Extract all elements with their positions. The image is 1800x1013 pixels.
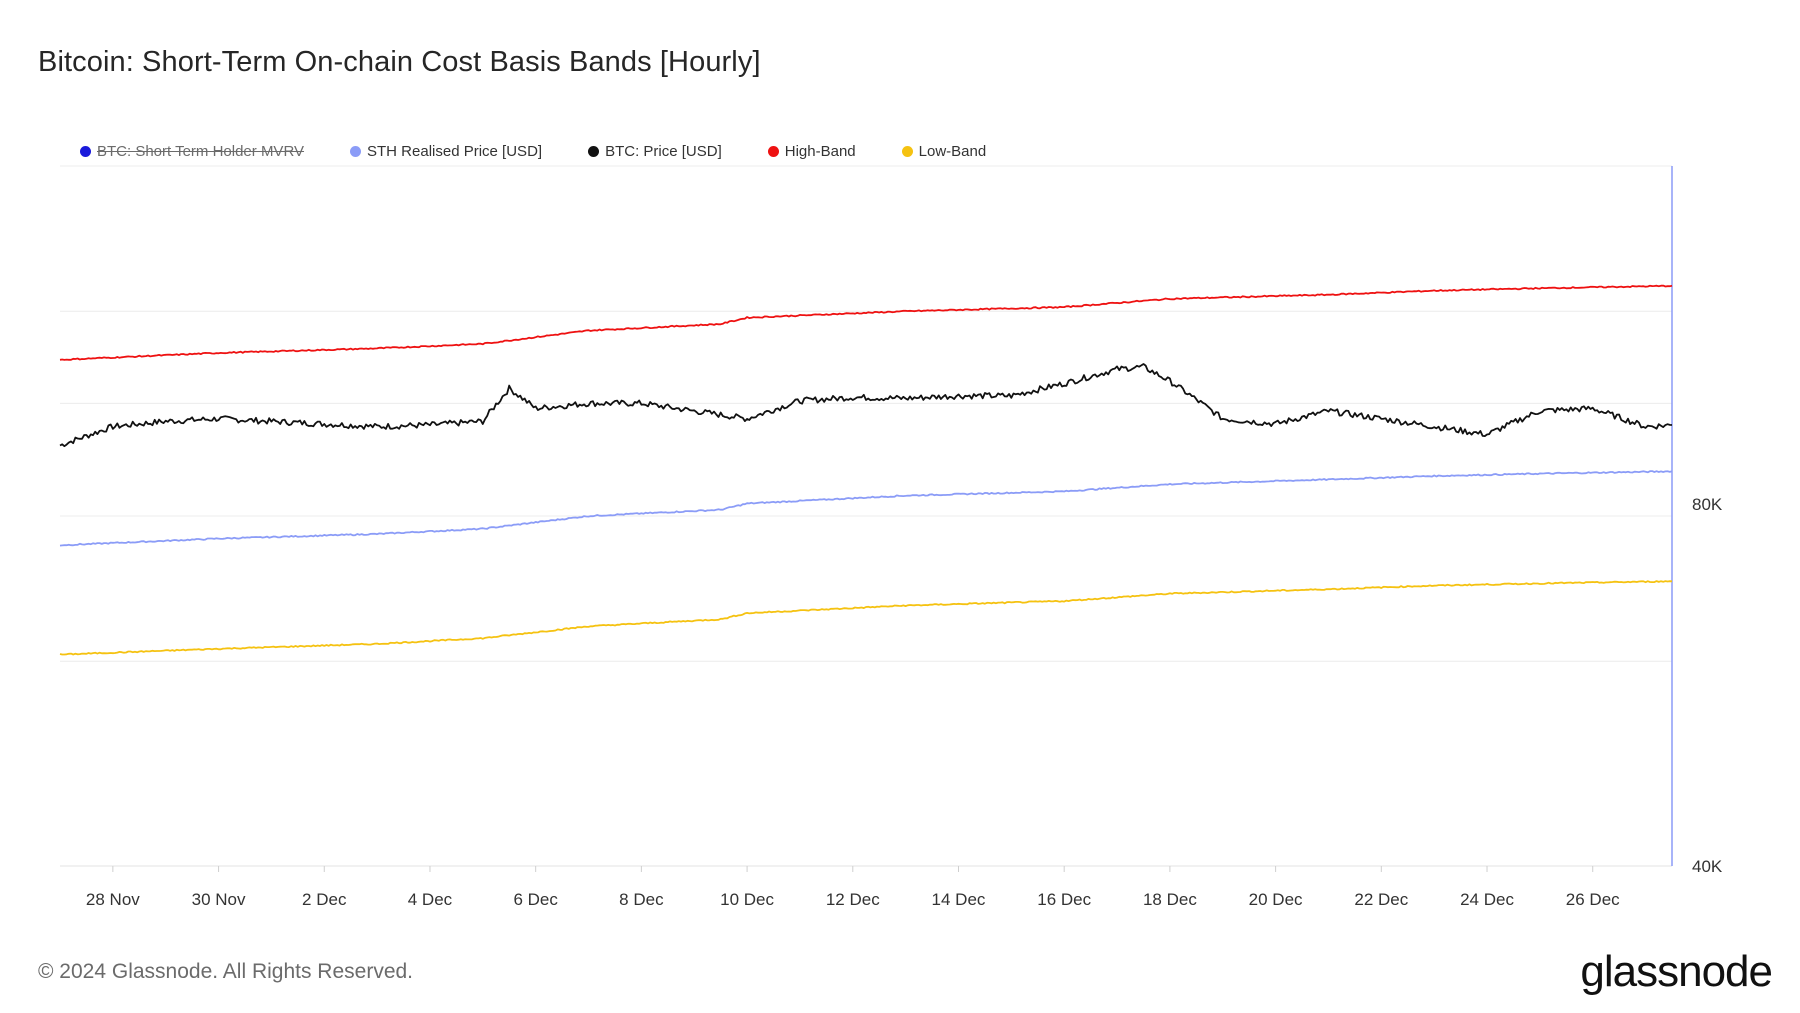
low-band-line (59, 580, 1673, 656)
chart-title: Bitcoin: Short-Term On-chain Cost Basis … (38, 46, 761, 78)
y-tick-label: 80K (1692, 495, 1723, 514)
x-tick-label: 8 Dec (619, 890, 664, 909)
legend-dot-icon (901, 145, 913, 157)
x-tick-label: 10 Dec (720, 890, 774, 909)
x-tick-label: 20 Dec (1249, 890, 1303, 909)
legend-label: High-Band (784, 142, 856, 160)
legend-item-btc-price[interactable]: BTC: Price [USD] (588, 143, 722, 160)
x-tick-label: 22 Dec (1354, 890, 1408, 909)
x-tick-label: 14 Dec (932, 890, 986, 909)
copyright-footer: © 2024 Glassnode. All Rights Reserved. (38, 960, 414, 983)
btc-price-line (59, 363, 1673, 448)
x-tick-label: 6 Dec (513, 890, 558, 909)
x-tick-label: 4 Dec (408, 890, 453, 909)
legend-label: Low-Band (918, 142, 987, 160)
legend-label: BTC: Price [USD] (605, 142, 722, 160)
high-band-line (59, 284, 1673, 361)
legend-item-sth-realised-price[interactable]: STH Realised Price [USD] (350, 143, 542, 160)
legend-dot-icon (80, 145, 91, 157)
legend-item-sth-mvrv[interactable]: BTC: Short Term Holder MVRV (80, 143, 304, 160)
legend-dot-icon (767, 145, 779, 157)
legend-dot-icon (350, 145, 362, 157)
legend-item-low-band[interactable]: Low-Band (901, 142, 987, 160)
chart-legend: BTC: Short Term Holder MVRV STH Realised… (80, 141, 1032, 161)
x-tick-label: 24 Dec (1460, 890, 1514, 909)
glassnode-logo: glassnode (1580, 947, 1773, 996)
legend-label: BTC: Short Term Holder MVRV (97, 142, 305, 160)
x-tick-label: 12 Dec (826, 890, 880, 909)
sth-realised-price-line (59, 470, 1673, 547)
legend-label: STH Realised Price [USD] (367, 142, 543, 160)
x-tick-label: 16 Dec (1037, 890, 1091, 909)
x-tick-label: 18 Dec (1143, 890, 1197, 909)
x-tick-label: 30 Nov (192, 890, 246, 909)
x-tick-label: 26 Dec (1566, 890, 1620, 909)
legend-dot-icon (588, 145, 600, 157)
x-tick-label: 28 Nov (86, 890, 140, 909)
legend-item-high-band[interactable]: High-Band (767, 142, 856, 160)
x-tick-label: 2 Dec (302, 890, 347, 909)
y-tick-label: 40K (1692, 857, 1723, 876)
